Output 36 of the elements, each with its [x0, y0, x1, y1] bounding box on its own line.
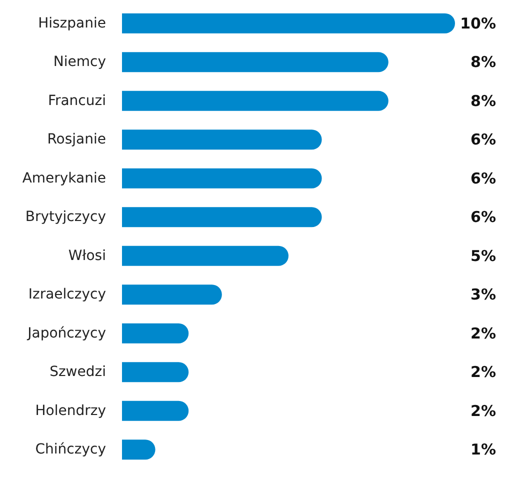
y-tick-label: Chińczycy — [35, 442, 106, 458]
data-label: 10% — [460, 14, 496, 32]
y-tick-label: Holendrzy — [35, 402, 106, 419]
data-label: 2% — [470, 324, 496, 342]
data-label: 6% — [470, 208, 496, 226]
bar — [122, 130, 322, 150]
data-label: 3% — [470, 286, 496, 304]
data-label: 2% — [470, 363, 496, 382]
y-tick-label: Izraelczycy — [28, 286, 106, 303]
y-tick-label: Szwedzi — [50, 364, 106, 380]
data-label: 2% — [470, 402, 496, 420]
y-tick-label: Włosi — [68, 248, 106, 264]
y-tick-label: Niemcy — [53, 54, 106, 70]
bar — [122, 90, 388, 111]
bar — [122, 440, 156, 460]
data-label: 8% — [470, 53, 496, 72]
bar — [122, 207, 322, 228]
data-label: 6% — [470, 169, 496, 188]
bar — [122, 284, 222, 305]
y-tick-label: Hiszpanie — [38, 15, 106, 32]
data-label: 5% — [470, 246, 496, 265]
y-tick-label: Francuzi — [48, 92, 106, 109]
bar — [122, 362, 189, 382]
bar — [122, 323, 189, 344]
y-tick-label: Brytyjczycy — [25, 209, 106, 226]
bar — [122, 52, 388, 72]
bar — [122, 400, 189, 421]
data-label: 1% — [470, 440, 496, 459]
data-label: 8% — [470, 92, 496, 110]
bar — [122, 246, 288, 266]
data-label: 6% — [470, 130, 496, 149]
y-tick-label: Rosjanie — [47, 132, 106, 148]
y-tick-label: Japończycy — [26, 325, 106, 342]
y-tick-label: Amerykanie — [22, 170, 106, 186]
bar — [122, 13, 455, 34]
bar — [122, 168, 322, 188]
